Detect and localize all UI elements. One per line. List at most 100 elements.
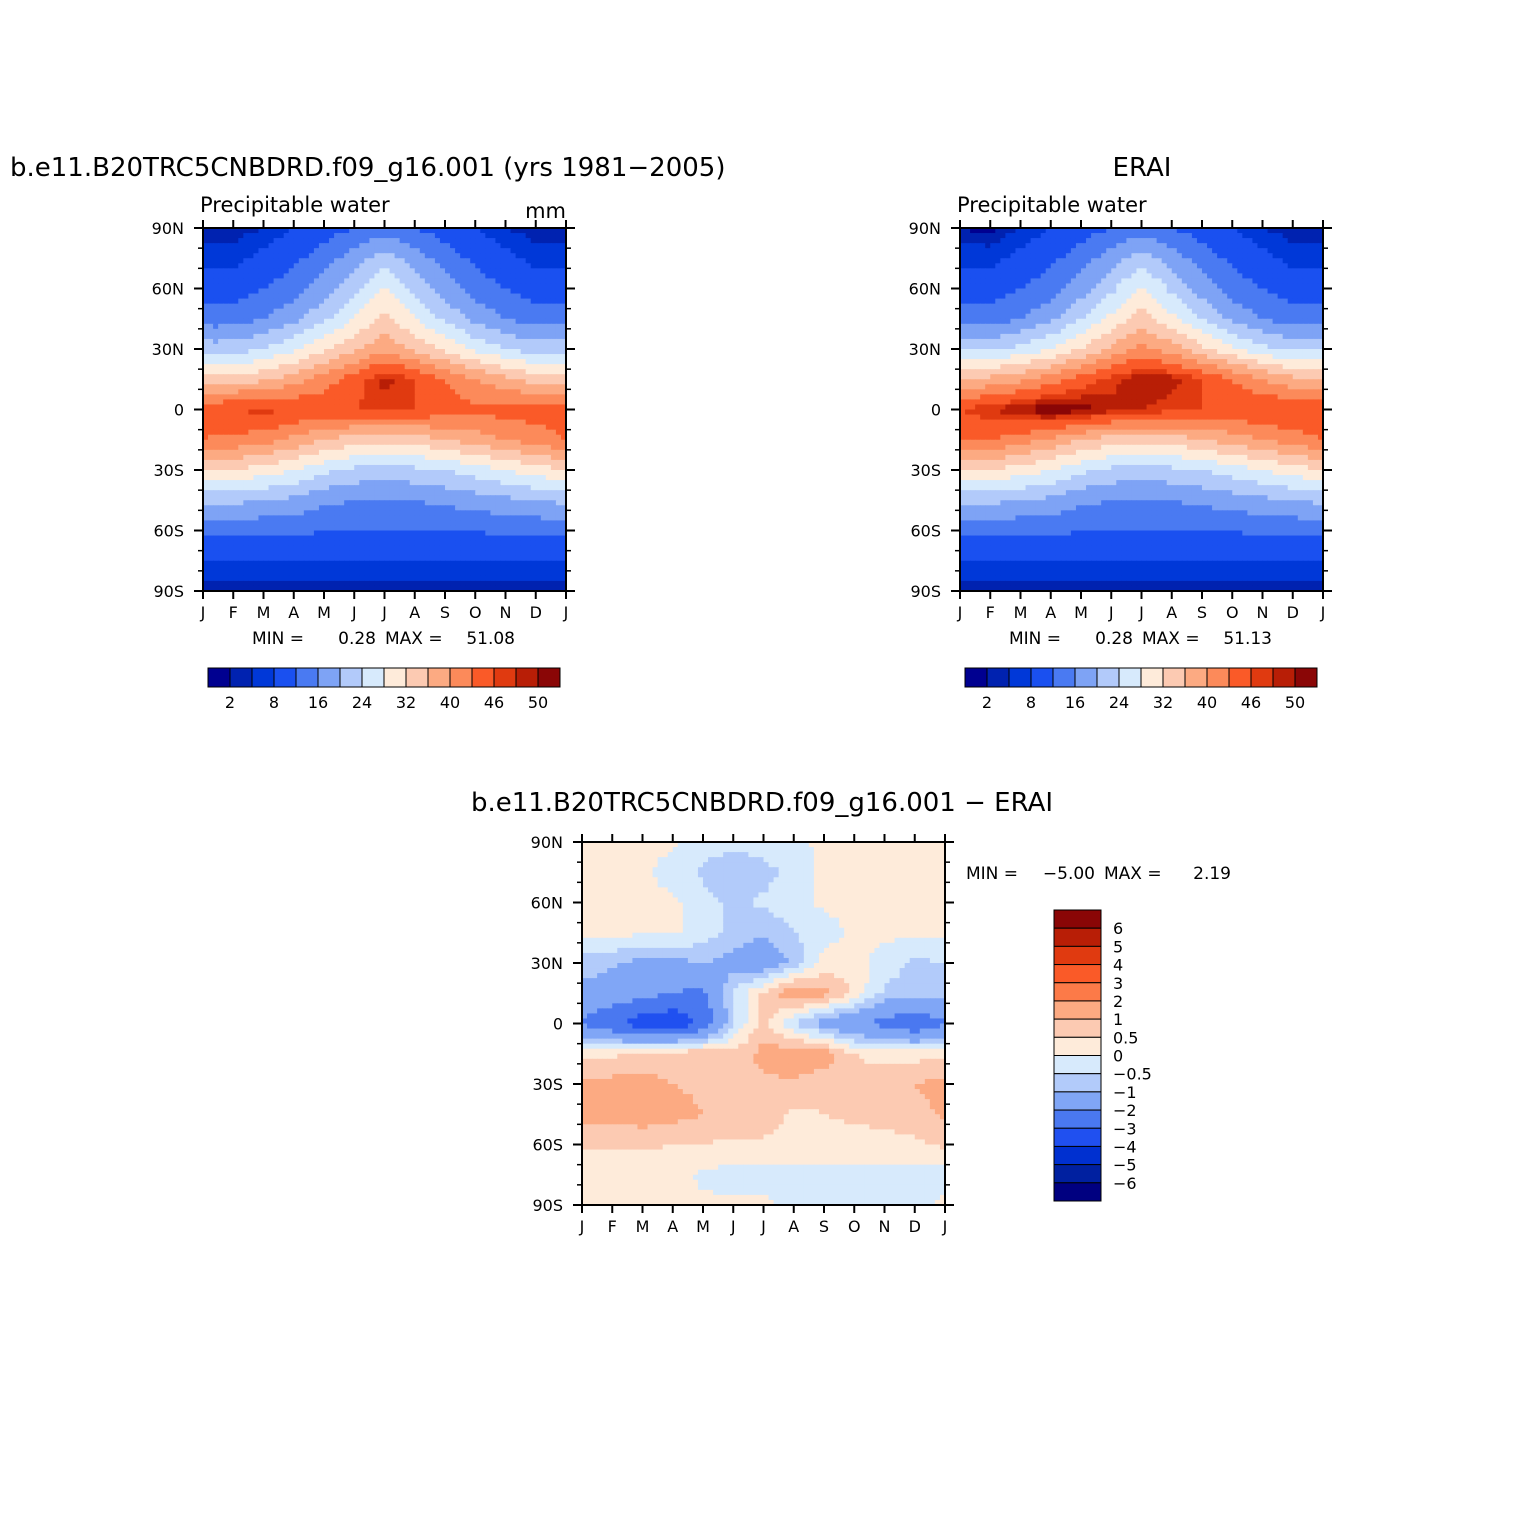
heatmap-cell (379, 485, 386, 491)
heatmap-cell (505, 530, 512, 537)
heatmap-cell (334, 359, 340, 365)
heatmap-cell (203, 545, 209, 552)
heatmap-cell (404, 409, 411, 416)
heatmap-cell (545, 278, 552, 285)
heatmap-cell (349, 404, 355, 411)
heatmap-cell (218, 303, 224, 310)
heatmap-cell (369, 500, 376, 506)
heatmap-cell (445, 293, 451, 300)
heatmap-cell (560, 278, 567, 285)
heatmap-cell (545, 253, 552, 259)
heatmap-cell (439, 303, 446, 310)
heatmap-cell (540, 283, 547, 290)
heatmap-cell (303, 384, 310, 390)
heatmap-cell (329, 424, 335, 431)
heatmap-cell (293, 379, 300, 385)
heatmap-cell (404, 439, 411, 446)
heatmap-cell (460, 480, 466, 486)
heatmap-cell (374, 293, 381, 300)
heatmap-cell (359, 399, 365, 406)
heatmap-cell (465, 555, 471, 562)
heatmap-cell (218, 389, 224, 395)
heatmap-cell (273, 258, 280, 264)
heatmap-cell (475, 384, 481, 390)
heatmap-cell (253, 354, 260, 360)
heatmap-cell (374, 520, 381, 527)
heatmap-cell (283, 470, 290, 476)
heatmap-cell (228, 535, 234, 542)
heatmap-cell (349, 485, 355, 491)
heatmap-cell (520, 404, 527, 411)
heatmap-cell (369, 243, 376, 249)
heatmap-cell (495, 283, 502, 290)
heatmap-cell (298, 394, 305, 401)
heatmap-cell (450, 313, 456, 320)
heatmap-cell (535, 338, 542, 345)
heatmap-cell (485, 434, 491, 441)
heatmap-cell (248, 273, 255, 280)
heatmap-cell (414, 328, 421, 335)
heatmap-cell (273, 263, 280, 269)
heatmap-cell (283, 510, 290, 516)
heatmap-cell (414, 485, 421, 491)
heatmap-cell (520, 444, 527, 451)
heatmap-cell (248, 505, 255, 511)
heatmap-cell (535, 318, 542, 325)
heatmap-cell (429, 389, 436, 395)
heatmap-cell (495, 389, 502, 395)
heatmap-cell (495, 505, 502, 511)
heatmap-cell (243, 535, 249, 542)
heatmap-cell (419, 525, 426, 532)
heatmap-cell (313, 454, 320, 461)
heatmap-cell (424, 525, 431, 532)
heatmap-cell (318, 268, 325, 274)
heatmap-cell (540, 258, 547, 264)
heatmap-cell (233, 238, 239, 244)
heatmap-cell (278, 384, 285, 390)
heatmap-cell (354, 560, 360, 567)
heatmap-cell (379, 429, 386, 436)
heatmap-cell (233, 454, 239, 461)
heatmap-cell (213, 414, 219, 421)
heatmap-cell (253, 278, 260, 285)
heatmap-cell (495, 429, 502, 436)
heatmap-cell (445, 525, 451, 532)
heatmap-cell (500, 328, 507, 335)
heatmap-cell (213, 520, 219, 527)
heatmap-cell (223, 525, 229, 532)
heatmap-cell (389, 228, 396, 234)
heatmap-cell (313, 409, 320, 416)
heatmap-cell (399, 560, 406, 567)
heatmap-cell (223, 480, 229, 486)
heatmap-cell (480, 490, 486, 496)
heatmap-cell (374, 359, 381, 365)
heatmap-cell (424, 288, 431, 295)
heatmap-cell (394, 530, 401, 537)
heatmap-cell (258, 449, 265, 456)
heatmap-cell (339, 409, 345, 416)
heatmap-cell (334, 333, 340, 340)
heatmap-cell (550, 540, 557, 547)
heatmap-cell (379, 268, 386, 274)
heatmap-cell (460, 399, 466, 406)
heatmap-cell (414, 409, 421, 416)
heatmap-cell (409, 495, 416, 501)
heatmap-cell (460, 475, 466, 481)
heatmap-cell (470, 515, 476, 522)
heatmap-cell (480, 545, 486, 552)
heatmap-cell (470, 495, 476, 501)
heatmap-cell (293, 328, 300, 335)
heatmap-cell (334, 298, 340, 305)
heatmap-cell (470, 540, 476, 547)
heatmap-cell (258, 470, 265, 476)
heatmap-cell (243, 333, 249, 340)
heatmap-cell (404, 429, 411, 436)
heatmap-cell (510, 318, 517, 325)
heatmap-cell (515, 404, 522, 411)
heatmap-cell (399, 313, 406, 320)
heatmap-cell (550, 444, 557, 451)
heatmap-cell (450, 364, 456, 370)
heatmap-cell (535, 505, 542, 511)
heatmap-cell (283, 228, 290, 234)
heatmap-cell (233, 449, 239, 456)
